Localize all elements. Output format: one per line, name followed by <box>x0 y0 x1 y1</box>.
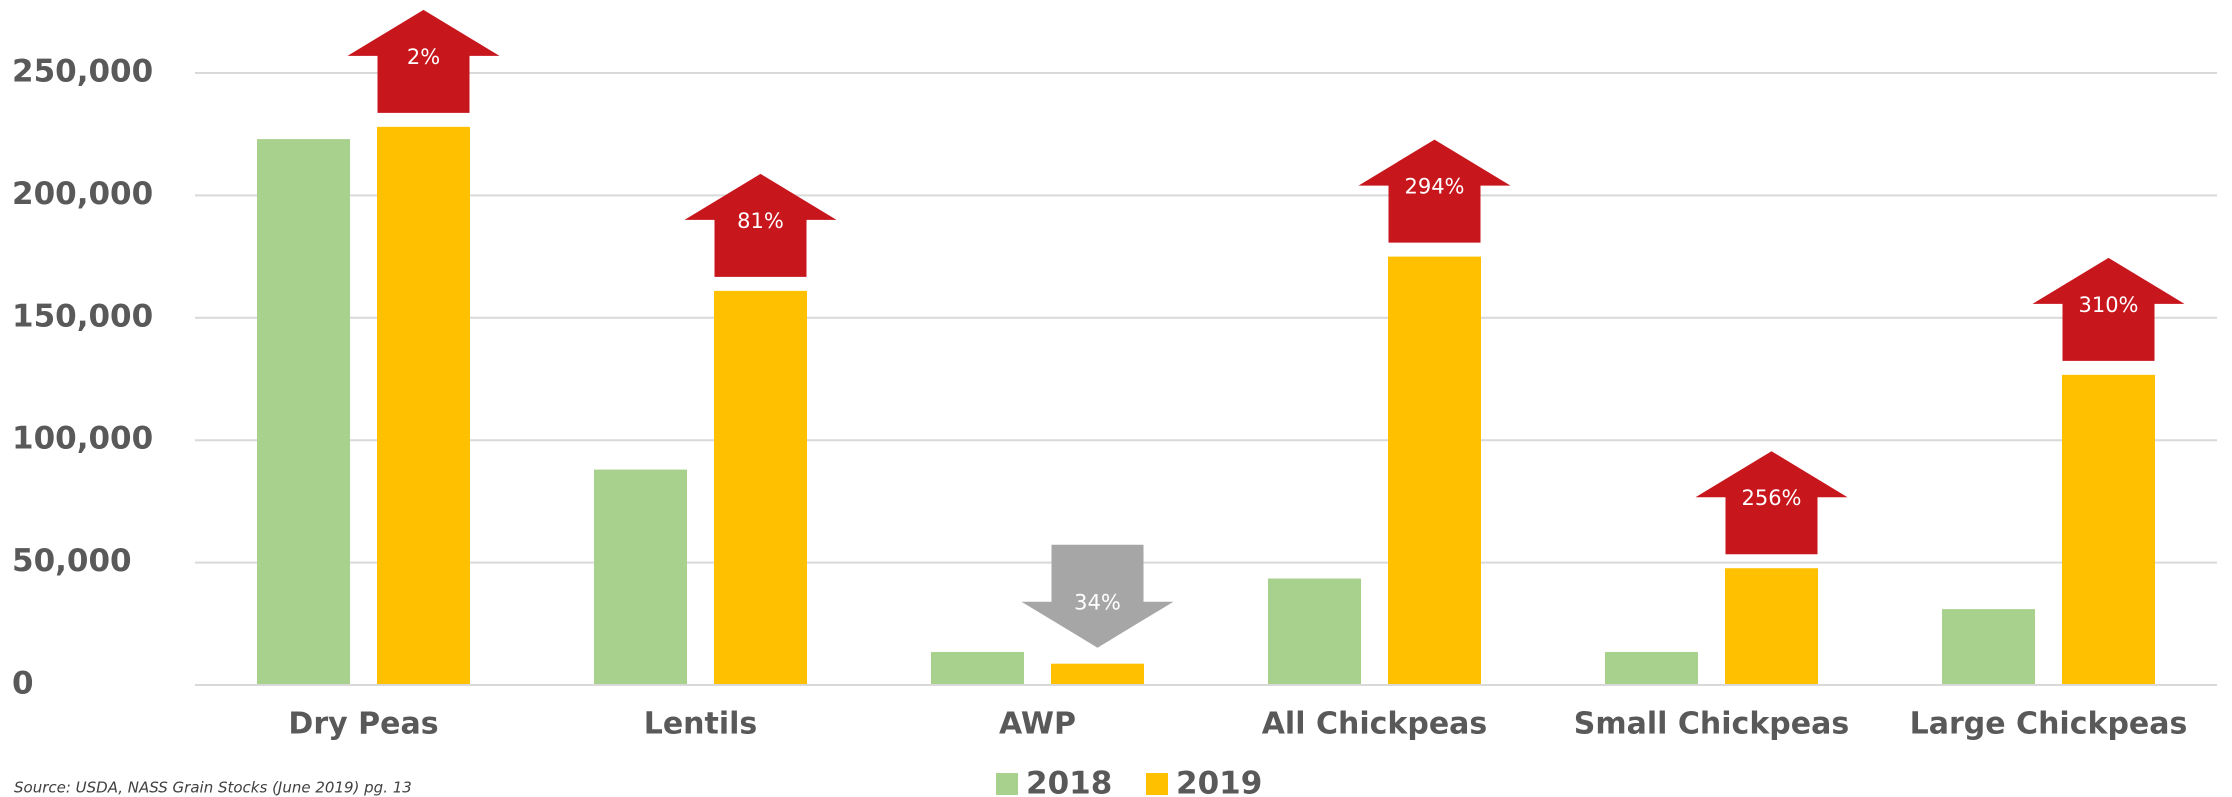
bar <box>931 651 1024 685</box>
x-tick-label: All Chickpeas <box>1262 707 1488 742</box>
change-arrow <box>2032 257 2185 361</box>
bar <box>594 469 687 685</box>
y-tick-label: 200,000 <box>12 176 153 212</box>
bar <box>1725 568 1818 685</box>
change-label: 256% <box>1741 486 1801 510</box>
legend-label: 2018 <box>1026 766 1112 797</box>
y-tick-label: 100,000 <box>12 421 153 457</box>
change-arrow <box>1021 544 1174 648</box>
bar <box>1942 609 2035 685</box>
legend-swatch <box>1146 773 1168 795</box>
change-arrow <box>347 9 500 113</box>
x-tick-label: Large Chickpeas <box>1910 707 2188 742</box>
y-tick-label: 150,000 <box>12 298 153 334</box>
bar <box>257 139 350 685</box>
change-label: 2% <box>407 45 440 69</box>
bar <box>1051 663 1144 685</box>
bar <box>714 290 807 685</box>
change-arrow <box>684 173 837 277</box>
bar <box>1268 578 1361 685</box>
bar <box>1388 256 1481 685</box>
change-arrow <box>1358 139 1511 243</box>
y-tick-label: 0 <box>12 666 34 702</box>
y-tick-label: 50,000 <box>12 543 132 579</box>
bar <box>2062 374 2155 685</box>
change-label: 294% <box>1404 175 1464 199</box>
bar <box>1605 651 1698 685</box>
y-tick-label: 250,000 <box>12 54 153 90</box>
x-tick-label: Small Chickpeas <box>1574 707 1849 742</box>
legend-swatch <box>996 773 1018 795</box>
change-label: 81% <box>737 209 784 233</box>
x-tick-label: AWP <box>999 707 1076 742</box>
change-arrow <box>1695 451 1848 555</box>
change-label: 310% <box>2078 293 2138 317</box>
x-tick-label: Lentils <box>644 707 758 742</box>
x-tick-label: Dry Peas <box>288 707 438 742</box>
legend-label: 2019 <box>1176 766 1262 797</box>
source-note: Source: USDA, NASS Grain Stocks (June 20… <box>14 779 412 797</box>
bar <box>377 126 470 685</box>
change-label: 34% <box>1074 591 1121 615</box>
